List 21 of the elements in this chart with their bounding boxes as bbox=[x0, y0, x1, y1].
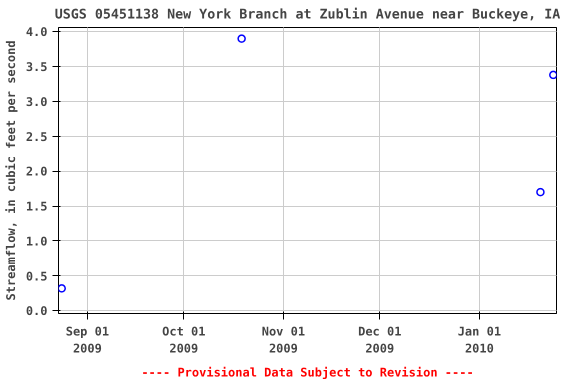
y-tick-label: 0.5 bbox=[26, 269, 48, 284]
point bbox=[536, 188, 545, 196]
y-tick-label: 1.5 bbox=[26, 200, 48, 214]
y-tick-label: 2.5 bbox=[26, 130, 48, 144]
x-tick-label: Dec 01 2009 bbox=[358, 324, 402, 356]
y-tick-label: 1.0 bbox=[26, 234, 48, 248]
x-tick-label: Sep 01 2009 bbox=[66, 324, 110, 356]
y-tick-label: 2.0 bbox=[26, 164, 48, 179]
y-tick-label: 4.0 bbox=[26, 25, 48, 40]
point bbox=[549, 70, 556, 80]
x-tick-label: Nov 01 2009 bbox=[262, 324, 306, 356]
y-axis-title: Streamflow, in cubic feet per second bbox=[4, 40, 18, 301]
point bbox=[58, 284, 66, 293]
y-tick-label: 3.0 bbox=[26, 94, 48, 109]
chart-title: USGS 05451138 New York Branch at Zublin Avenue near Buckeye, IA bbox=[54, 8, 560, 22]
text: ---- Provisional Data Subject to Revision ---- bbox=[141, 366, 474, 380]
point bbox=[237, 34, 246, 43]
y-tick-label: 0.0 bbox=[26, 304, 48, 318]
x-tick-label: Oct 01 2009 bbox=[162, 324, 206, 356]
y-tick-label: 3.5 bbox=[26, 60, 48, 74]
x-tick-label: Jan 01 2010 bbox=[458, 324, 502, 356]
